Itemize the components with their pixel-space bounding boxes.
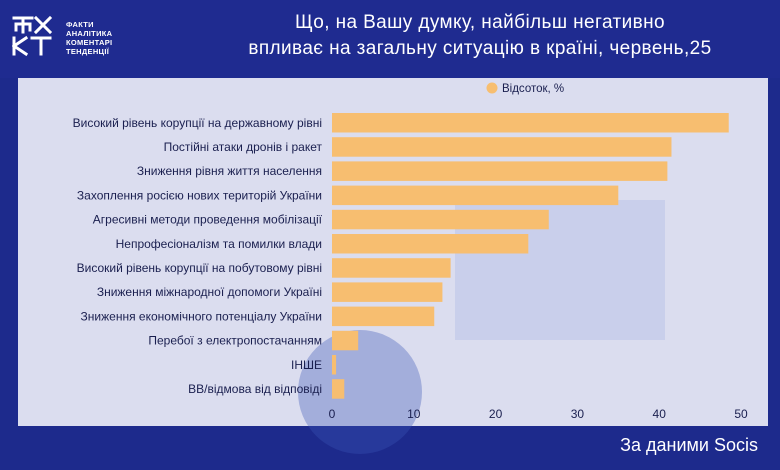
header-band (0, 0, 780, 78)
category-label-6: Високий рівень корупції на побутовому рі… (77, 261, 322, 275)
category-label-0: Високий рівень корупції на державному рі… (73, 116, 322, 130)
bar-5 (332, 234, 529, 254)
backdrop-circle (298, 330, 422, 454)
x-tick-label-1: 10 (407, 407, 421, 421)
category-label-10: ІНШЕ (291, 358, 322, 372)
chart-title-line-2: впливає на загальну ситуацію в країні, ч… (248, 38, 712, 59)
x-tick-label-0: 0 (329, 407, 336, 421)
logo-line-2: АНАЛІТИКА (66, 29, 113, 38)
bar-2 (332, 161, 668, 181)
category-label-2: Зниження рівня життя населення (137, 164, 322, 178)
bar-7 (332, 282, 443, 302)
bar-8 (332, 306, 435, 327)
bar-6 (332, 258, 451, 278)
x-tick-label-2: 20 (489, 407, 503, 421)
bar-10 (332, 355, 337, 375)
category-label-7: Зниження міжнародної допомоги Україні (97, 285, 322, 299)
logo-line-4: ТЕНДЕНЦІЇ (66, 47, 110, 56)
logo-line-1: ФАКТИ (66, 20, 94, 29)
bar-0 (332, 113, 729, 133)
logo-line-3: КОМЕНТАРІ (66, 38, 113, 47)
x-tick-label-3: 30 (571, 407, 585, 421)
category-label-8: Зниження економічного потенціалу України (81, 309, 322, 323)
category-label-11: ВВ/відмова від відповіді (188, 382, 322, 396)
bar-1 (332, 137, 672, 157)
x-tick-label-5: 50 (734, 407, 748, 421)
chart-title-line-1: Що, на Вашу думку, найбільш негативно (295, 12, 665, 33)
category-label-9: Перебої з електропостачанням (148, 334, 322, 348)
bar-4 (332, 209, 549, 230)
category-label-3: Захоплення росією нових територій Україн… (77, 188, 322, 202)
legend-label: Відсоток, % (502, 83, 564, 95)
legend-swatch (486, 82, 498, 94)
x-tick-label-4: 40 (653, 407, 667, 421)
bar-9 (332, 330, 359, 351)
bar-3 (332, 185, 619, 206)
logo: ФАКТИ АНАЛІТИКА КОМЕНТАРІ ТЕНДЕНЦІЇ (10, 10, 170, 60)
category-label-1: Постійні атаки дронів і ракет (164, 140, 323, 154)
category-label-5: Непрофесіоналізм та помилки влади (116, 237, 322, 251)
bar-11 (332, 379, 345, 399)
source-note: За даними Socis (620, 435, 758, 455)
chart-title: Що, на Вашу думку, найбільш негативно вп… (190, 10, 770, 62)
logo-mark-icon (11, 15, 53, 57)
category-label-4: Агресивні методи проведення мобілізації (93, 213, 323, 227)
